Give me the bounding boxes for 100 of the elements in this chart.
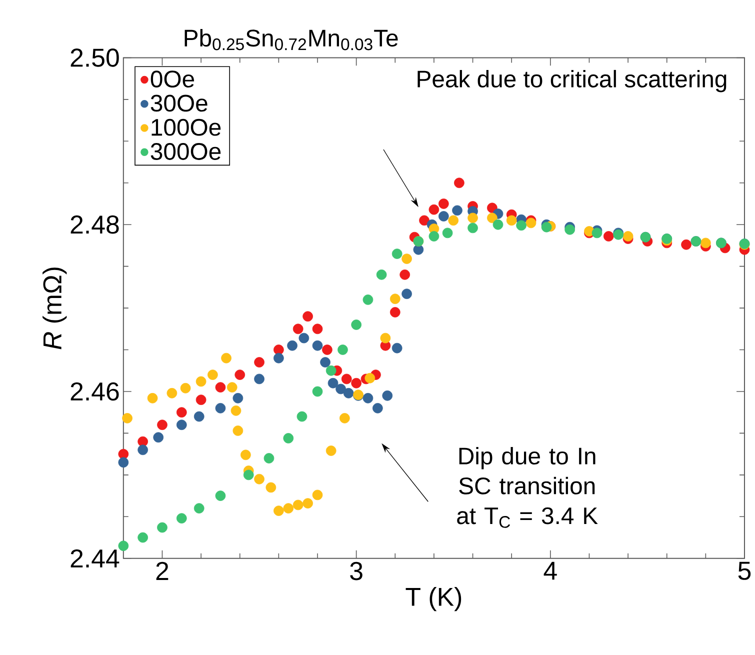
point — [196, 394, 206, 406]
point — [226, 382, 238, 393]
point — [274, 352, 284, 364]
point — [428, 231, 440, 242]
point — [526, 218, 536, 228]
point — [442, 228, 453, 238]
point — [283, 433, 294, 444]
point — [302, 498, 313, 509]
point — [176, 513, 187, 524]
point — [254, 357, 264, 368]
point — [564, 224, 575, 235]
point — [274, 506, 284, 516]
point — [438, 211, 449, 222]
point — [452, 205, 462, 216]
point — [208, 370, 218, 380]
chart-title: Pb$_{0.25}$Sn$_{0.72}$Mn$_{0.03}$Te — [184, 29, 398, 50]
point — [287, 340, 298, 351]
point — [254, 474, 264, 484]
point — [312, 324, 323, 334]
point — [681, 240, 692, 250]
point — [400, 270, 410, 280]
point — [302, 311, 313, 322]
point — [700, 238, 711, 248]
point — [264, 453, 274, 464]
point — [215, 403, 226, 414]
point — [340, 413, 350, 424]
point — [390, 294, 400, 304]
point — [328, 378, 338, 388]
point — [122, 413, 132, 424]
point — [138, 444, 148, 456]
y-axis-title: R (mΩ) — [42, 268, 67, 350]
point — [157, 522, 168, 533]
point — [232, 426, 244, 436]
point — [118, 540, 129, 552]
point — [292, 500, 304, 510]
point — [492, 219, 504, 230]
legend-label: 100Oe — [152, 118, 221, 136]
point — [351, 320, 362, 330]
point — [341, 374, 352, 384]
legend-label: 30Oe — [150, 94, 208, 112]
point — [454, 178, 464, 188]
point — [240, 450, 251, 460]
point — [364, 373, 376, 384]
point — [118, 448, 129, 460]
point — [221, 352, 232, 364]
point — [292, 324, 304, 334]
point — [468, 222, 478, 234]
y-tick-label: 2.48 — [70, 215, 119, 234]
point — [312, 490, 323, 500]
point — [438, 198, 449, 209]
point — [243, 470, 254, 480]
point — [541, 222, 552, 232]
point — [138, 532, 148, 543]
point — [372, 403, 383, 414]
point — [118, 457, 129, 468]
point — [402, 254, 412, 264]
point — [322, 344, 332, 355]
point — [283, 503, 294, 514]
point — [392, 248, 402, 260]
y-tick-label: 2.44 — [70, 549, 120, 568]
y-tick-label: 2.46 — [70, 382, 119, 401]
point — [487, 212, 498, 224]
point — [392, 342, 402, 354]
point — [506, 215, 517, 226]
x-tick-label: 2 — [156, 562, 168, 580]
point — [232, 393, 244, 404]
point — [147, 393, 158, 404]
point — [376, 270, 387, 280]
point — [362, 294, 374, 305]
point — [266, 482, 276, 493]
point — [194, 503, 204, 514]
point — [176, 407, 187, 418]
legend-label: 0Oe — [150, 70, 194, 88]
point — [380, 332, 391, 344]
point — [176, 420, 187, 430]
point — [402, 288, 412, 300]
point — [215, 382, 226, 393]
point — [468, 212, 478, 224]
point — [138, 436, 148, 447]
point — [215, 490, 226, 502]
point — [338, 344, 348, 355]
point — [336, 384, 346, 394]
point — [298, 332, 310, 344]
point — [166, 388, 178, 398]
x-tick-label: 4 — [544, 562, 557, 580]
point — [254, 374, 264, 384]
point — [487, 202, 498, 214]
point — [592, 228, 602, 238]
point — [312, 386, 323, 397]
point — [362, 393, 374, 404]
point — [428, 204, 440, 215]
point — [343, 388, 354, 398]
y-tick-label: 2.50 — [70, 48, 119, 67]
x-tick-label: 3 — [350, 562, 362, 580]
x-axis-title: T (K) — [406, 587, 462, 612]
point — [194, 411, 204, 422]
point — [153, 432, 164, 443]
point — [419, 215, 430, 226]
point — [296, 411, 308, 422]
point — [157, 420, 168, 430]
